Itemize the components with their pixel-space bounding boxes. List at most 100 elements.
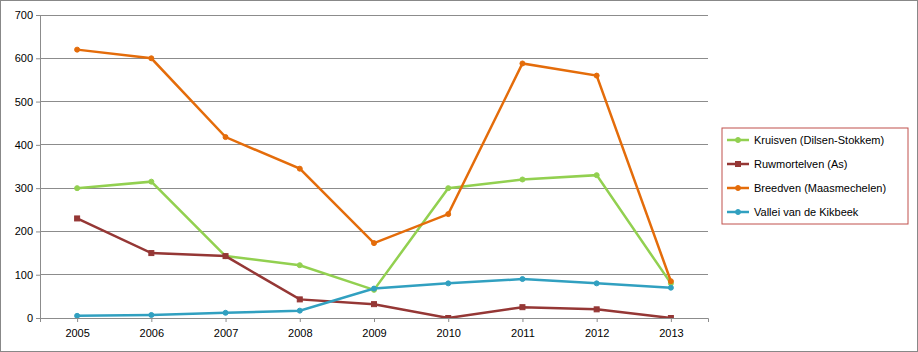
x-tick-mark <box>448 318 449 322</box>
legend: Kruisven (Dilsen-Stokkem) Ruwmortelven (A… <box>722 128 908 224</box>
series-marker <box>223 254 228 259</box>
legend-marker <box>736 138 741 143</box>
marker-group <box>520 61 525 66</box>
grid <box>40 15 708 318</box>
series-marker <box>297 308 302 313</box>
marker-group <box>446 212 451 217</box>
series-marker <box>297 166 302 171</box>
marker-group <box>668 285 673 290</box>
x-tick: 2006 <box>140 318 164 339</box>
legend-item: Breedven (Maasmechelen) <box>727 182 886 194</box>
legend-label: Vallei van de Kikbeek <box>754 206 859 218</box>
marker-group <box>520 277 525 282</box>
legend-marker-group <box>736 138 741 143</box>
series-marker <box>223 254 228 259</box>
marker-group <box>223 135 228 140</box>
legend-label: Ruwmortelven (As) <box>754 158 848 170</box>
marker-group <box>297 263 302 268</box>
x-axis-line <box>41 319 709 323</box>
series-marker <box>520 177 525 182</box>
y-tick: 0 <box>27 312 40 324</box>
marker-group <box>372 241 377 246</box>
grid-line <box>40 188 708 189</box>
series-line <box>77 50 671 282</box>
y-tick-label: 700 <box>15 9 33 21</box>
series-marker <box>594 281 599 286</box>
series-marker <box>520 305 525 310</box>
y-tick-mark <box>36 58 40 59</box>
y-tick: 500 <box>15 96 40 108</box>
y-tick-mark <box>36 145 40 146</box>
series-line <box>77 218 671 318</box>
x-tick: 2009 <box>362 318 386 339</box>
y-tick-label: 500 <box>15 96 33 108</box>
marker-group <box>75 47 80 52</box>
marker-group <box>223 254 228 259</box>
y-tick: 600 <box>15 52 40 64</box>
series-marker <box>446 186 451 191</box>
series-marker <box>520 61 525 66</box>
legend-label: Kruisven (Dilsen-Stokkem) <box>754 134 884 146</box>
marker-group <box>297 166 302 171</box>
x-tick-mark <box>597 318 598 322</box>
series-line <box>77 279 671 316</box>
x-tick: 2005 <box>65 318 89 339</box>
legend-marker-group <box>736 210 741 215</box>
series-marker <box>446 316 451 319</box>
y-tick-mark <box>36 231 40 232</box>
y-tick: 400 <box>15 139 40 151</box>
marker-group <box>446 186 451 191</box>
x-tick: 2011 <box>511 318 535 339</box>
series-marker <box>668 279 673 284</box>
legend-marker <box>736 186 741 191</box>
y-tick-mark <box>36 102 40 103</box>
y-tick: 200 <box>15 225 40 237</box>
legend-marker <box>736 162 741 167</box>
series-marker <box>594 173 599 178</box>
marker-group <box>594 307 599 312</box>
marker-group <box>149 251 154 256</box>
x-tick: 2012 <box>585 318 609 339</box>
x-tick-label: 2008 <box>288 327 312 339</box>
x-tick-mark <box>300 318 301 322</box>
series-line <box>77 175 671 290</box>
legend-item: Ruwmortelven (As) <box>727 158 848 170</box>
y-tick-mark <box>36 15 40 16</box>
x-tick-mark <box>151 318 152 322</box>
series-marker <box>594 73 599 78</box>
grid-line <box>40 15 708 16</box>
series-marker <box>446 212 451 217</box>
x-tick-label: 2011 <box>511 327 535 339</box>
marker-group <box>223 254 228 259</box>
legend-frame <box>722 128 908 224</box>
marker-group <box>372 302 377 307</box>
x-tick-label: 2009 <box>362 327 386 339</box>
legend-item: Vallei van de Kikbeek <box>727 206 859 218</box>
y-tick-label: 300 <box>15 182 33 194</box>
marker-group <box>520 305 525 310</box>
marker-group <box>149 312 154 317</box>
marker-group <box>668 279 673 284</box>
series-marker <box>75 216 80 221</box>
series-marker <box>520 277 525 282</box>
y-tick-mark <box>36 318 40 319</box>
series-marker <box>149 251 154 256</box>
marker-group <box>75 186 80 191</box>
series-marker <box>149 56 154 61</box>
y-tick-mark <box>36 188 40 189</box>
marker-group <box>223 310 228 315</box>
grid-line <box>40 101 708 102</box>
legend-label: Breedven (Maasmechelen) <box>754 182 886 194</box>
series-marker <box>223 310 228 315</box>
y-tick: 700 <box>15 9 40 21</box>
plot: 0100200300400500600700200520062007200820… <box>15 9 709 339</box>
series-marker <box>75 313 80 318</box>
y-tick-label: 400 <box>15 139 33 151</box>
y-tick: 100 <box>15 269 40 281</box>
x-tick-mark <box>77 318 78 322</box>
marker-group <box>520 177 525 182</box>
series-marker <box>223 135 228 140</box>
legend-marker-group <box>736 162 741 167</box>
marker-group <box>594 73 599 78</box>
chart: 0100200300400500600700200520062007200820… <box>0 0 918 352</box>
